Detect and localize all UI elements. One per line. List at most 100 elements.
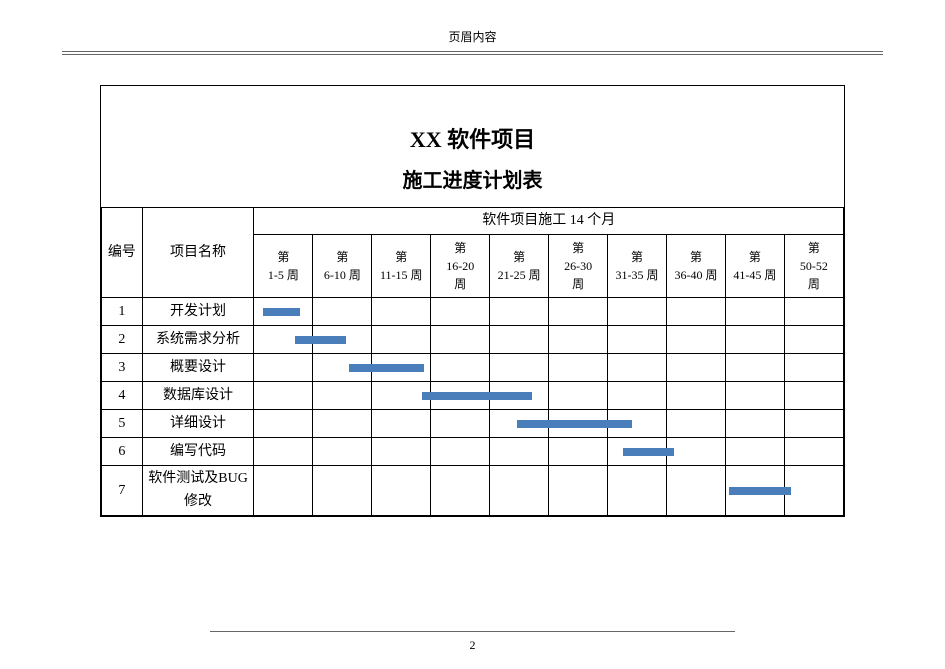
gantt-cell [313,326,372,354]
week-header-8: 第41-45 周 [725,235,784,298]
col-header-period: 软件项目施工 14 个月 [254,208,844,235]
gantt-cell [608,410,667,438]
header-row-1: 编号 项目名称 软件项目施工 14 个月 [102,208,844,235]
gantt-cell [666,354,725,382]
gantt-cell [784,298,843,326]
page-number: 2 [470,638,476,652]
gantt-cell [608,354,667,382]
table-body: 1开发计划2系统需求分析3概要设计4数据库设计5详细设计6编写代码7软件测试及B… [102,298,844,516]
row-name: 编写代码 [142,438,254,466]
row-id: 2 [102,326,143,354]
gantt-cell [666,298,725,326]
gantt-cell [313,466,372,516]
gantt-cell [254,298,313,326]
week-header-1: 第6-10 周 [313,235,372,298]
header-rule-2 [62,54,883,55]
table-row: 4数据库设计 [102,382,844,410]
gantt-cell [431,354,490,382]
footer-rule [210,631,735,632]
gantt-cell [608,382,667,410]
row-name: 概要设计 [142,354,254,382]
page-footer: 2 [0,631,945,653]
schedule-table: 编号 项目名称 软件项目施工 14 个月 第1-5 周第6-10 周第11-15… [101,207,844,516]
gantt-cell [372,382,431,410]
gantt-cell [725,326,784,354]
gantt-cell [666,466,725,516]
gantt-cell [784,326,843,354]
gantt-cell [784,466,843,516]
gantt-cell [608,298,667,326]
gantt-cell [254,466,313,516]
row-name: 数据库设计 [142,382,254,410]
gantt-cell [490,354,549,382]
week-header-9: 第50-52周 [784,235,843,298]
gantt-cell [490,326,549,354]
gantt-cell [784,410,843,438]
title-line-2: 施工进度计划表 [101,164,844,193]
gantt-cell [784,382,843,410]
gantt-cell [666,326,725,354]
row-name: 软件测试及BUG 修改 [142,466,254,516]
row-name: 详细设计 [142,410,254,438]
row-name: 系统需求分析 [142,326,254,354]
row-id: 5 [102,410,143,438]
gantt-cell [784,438,843,466]
gantt-cell [431,298,490,326]
gantt-cell [725,382,784,410]
col-header-id: 编号 [102,208,143,298]
table-head: 编号 项目名称 软件项目施工 14 个月 第1-5 周第6-10 周第11-15… [102,208,844,298]
gantt-cell [725,410,784,438]
week-header-7: 第36-40 周 [666,235,725,298]
table-row: 6编写代码 [102,438,844,466]
gantt-cell [254,410,313,438]
gantt-cell [490,466,549,516]
gantt-cell [608,326,667,354]
row-id: 3 [102,354,143,382]
gantt-cell [666,410,725,438]
gantt-cell [490,410,549,438]
gantt-cell [313,298,372,326]
outer-box: XX 软件项目 施工进度计划表 编号 项目名称 软件项目施工 14 个月 第1-… [100,85,845,517]
gantt-cell [549,326,608,354]
row-name: 开发计划 [142,298,254,326]
gantt-cell [372,438,431,466]
gantt-cell [372,466,431,516]
gantt-bar [729,487,791,495]
week-header-6: 第31-35 周 [608,235,667,298]
table-row: 3概要设计 [102,354,844,382]
gantt-cell [254,354,313,382]
gantt-cell [254,326,313,354]
gantt-cell [549,466,608,516]
gantt-cell [784,354,843,382]
week-header-3: 第16-20周 [431,235,490,298]
header-text: 页眉内容 [448,30,496,44]
gantt-cell [608,438,667,466]
page-header: 页眉内容 [0,0,945,51]
gantt-cell [490,298,549,326]
gantt-cell [549,382,608,410]
gantt-cell [666,438,725,466]
gantt-cell [549,354,608,382]
row-id: 7 [102,466,143,516]
gantt-cell [431,382,490,410]
main-container: XX 软件项目 施工进度计划表 编号 项目名称 软件项目施工 14 个月 第1-… [100,85,845,517]
gantt-cell [372,298,431,326]
gantt-cell [313,354,372,382]
gantt-cell [372,326,431,354]
week-header-0: 第1-5 周 [254,235,313,298]
gantt-cell [372,354,431,382]
table-row: 7软件测试及BUG 修改 [102,466,844,516]
gantt-cell [725,354,784,382]
gantt-cell [549,438,608,466]
gantt-cell [313,410,372,438]
gantt-cell [431,438,490,466]
header-rule-1 [62,51,883,52]
gantt-cell [608,466,667,516]
gantt-cell [431,326,490,354]
gantt-cell [313,438,372,466]
row-id: 1 [102,298,143,326]
col-header-name: 项目名称 [142,208,254,298]
gantt-cell [372,410,431,438]
gantt-cell [549,410,608,438]
week-header-4: 第21-25 周 [490,235,549,298]
